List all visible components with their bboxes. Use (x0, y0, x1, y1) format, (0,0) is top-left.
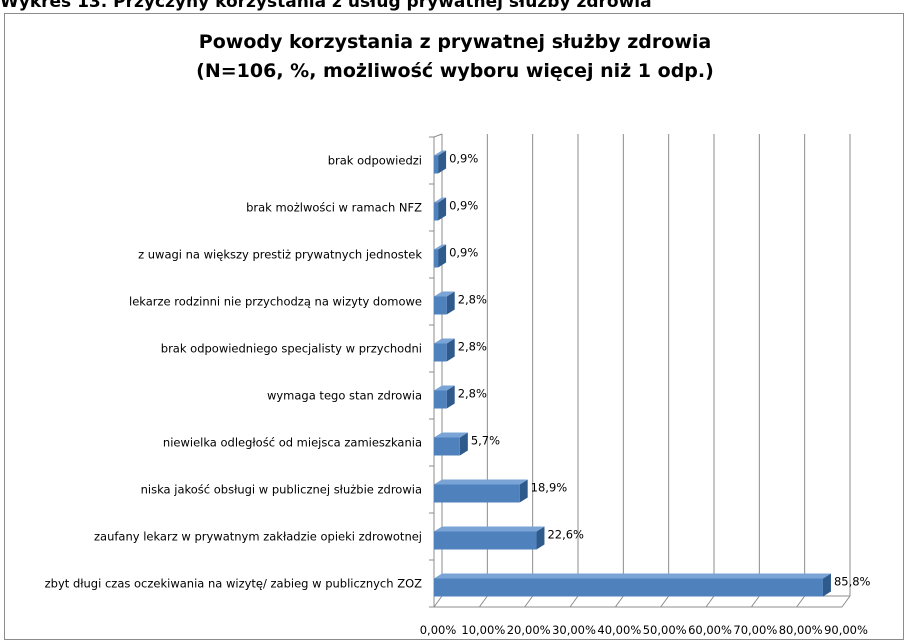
floor-tick (569, 595, 579, 608)
x-tick-label: 70,00% (733, 623, 777, 637)
x-tick-label: 90,00% (824, 623, 868, 637)
bar (434, 202, 439, 221)
bar-side (438, 150, 447, 174)
x-tick-label: 50,00% (643, 623, 687, 637)
bar (434, 390, 447, 409)
floor-tick (524, 595, 534, 608)
bar-side (519, 479, 528, 503)
y-axis-top (433, 133, 443, 138)
data-label: 0,9% (449, 152, 478, 166)
x-tick-label: 40,00% (597, 623, 641, 637)
bar-top (434, 385, 455, 391)
floor-tick (614, 595, 624, 608)
category-label: zaufany lekarz w prywatnym zakładzie opi… (94, 530, 422, 544)
chart-title-line-2: (N=106, %, możliwość wyboru więcej niż 1… (196, 60, 714, 82)
bar-side (446, 385, 455, 409)
x-tick-label: 20,00% (507, 623, 551, 637)
data-label: 0,9% (449, 246, 478, 260)
bar-top (434, 479, 528, 485)
bar-top (434, 197, 447, 203)
bar (434, 249, 439, 268)
data-label: 5,7% (471, 434, 500, 448)
chart-title: Powody korzystania z prywatnej służby zd… (5, 28, 905, 86)
bar-side (536, 526, 545, 550)
bar-side (446, 291, 455, 315)
category-label: wymaga tego stan zdrowia (267, 389, 422, 403)
bar-top (434, 150, 447, 156)
bar (434, 296, 447, 315)
bar-side (459, 432, 468, 456)
floor-tick (478, 595, 488, 608)
category-label: niewielka odległość od miejsca zamieszka… (163, 436, 422, 450)
x-tick-label: 30,00% (552, 623, 596, 637)
bar-top (434, 338, 455, 344)
category-label: zbyt długi czas oczekiwania na wizytę/ z… (45, 577, 422, 591)
category-label: brak możlwości w ramach NFZ (246, 201, 422, 215)
bar-top (434, 244, 447, 250)
bar-side (446, 338, 455, 362)
chart-title-line-1: Powody korzystania z prywatnej służby zd… (198, 31, 712, 53)
chart-frame: Powody korzystania z prywatnej służby zd… (4, 13, 904, 640)
data-label: 18,9% (531, 481, 568, 495)
bar (434, 437, 460, 456)
bar-side (822, 573, 831, 597)
data-label: 2,8% (458, 340, 487, 354)
data-label: 85,8% (834, 575, 871, 589)
category-label: niska jakość obsługi w publicznej służbi… (141, 483, 422, 497)
bar (434, 155, 439, 174)
floor-tick (841, 595, 851, 608)
bar (434, 531, 537, 550)
x-tick-label: 0,00% (420, 623, 457, 637)
bar-top (434, 526, 545, 532)
x-tick-label: 60,00% (688, 623, 732, 637)
bar-side (438, 244, 447, 268)
bar (434, 578, 823, 597)
bar (434, 484, 520, 503)
category-label: brak odpowiedniego specjalisty w przycho… (161, 342, 422, 356)
x-tick-label: 80,00% (779, 623, 823, 637)
bar-top (434, 432, 468, 438)
category-label: brak odpowiedzi (328, 154, 422, 168)
data-label: 2,8% (458, 387, 487, 401)
page-heading: Wykres 13. Przyczyny korzystania z usług… (0, 0, 652, 12)
bar-top (434, 573, 831, 579)
floor-tick (433, 595, 443, 608)
x-tick-label: 10,00% (461, 623, 505, 637)
floor-tick (796, 595, 806, 608)
data-label: 0,9% (449, 199, 478, 213)
category-label: lekarze rodzinni nie przychodzą na wizyt… (129, 295, 422, 309)
floor-tick (705, 595, 715, 608)
data-label: 2,8% (458, 293, 487, 307)
floor-tick (660, 595, 670, 608)
data-label: 22,6% (547, 528, 584, 542)
category-label: z uwagi na większy prestiż prywatnych je… (138, 248, 422, 262)
bar-top (434, 291, 455, 297)
bar (434, 343, 447, 362)
bar-side (438, 197, 447, 221)
bar-chart: 0,00% 10,00% 20,00% 30,00% 40,00% 50,00% 60,00… (45, 133, 871, 637)
floor-tick (750, 595, 760, 608)
